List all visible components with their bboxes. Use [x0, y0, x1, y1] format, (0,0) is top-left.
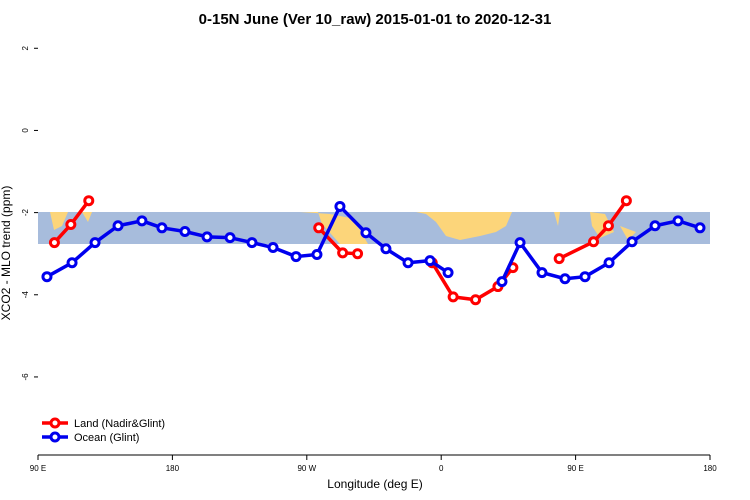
- x-tick-label: 180: [703, 464, 717, 473]
- data-point: [337, 247, 349, 259]
- x-tick-label: 180: [166, 464, 180, 473]
- data-point: [620, 195, 632, 207]
- legend: Land (Nadir&Glint) Ocean (Glint): [42, 417, 165, 444]
- data-point: [559, 273, 571, 285]
- legend-label: Ocean (Glint): [74, 432, 139, 444]
- land-shape: [50, 212, 636, 244]
- x-tick-label: 90 W: [297, 464, 316, 473]
- data-point: [201, 231, 213, 243]
- y-tick-label: -2: [21, 209, 30, 217]
- y-tick-label: -4: [21, 291, 30, 299]
- data-point: [553, 253, 565, 265]
- data-point: [179, 226, 191, 238]
- data-point: [267, 242, 279, 254]
- x-tick-label: 90 E: [30, 464, 46, 473]
- y-tick-label: 0: [21, 128, 30, 133]
- data-point: [602, 220, 614, 232]
- data-point: [380, 243, 392, 255]
- data-point: [352, 248, 364, 260]
- data-point: [334, 200, 346, 212]
- legend-marker: [49, 417, 61, 429]
- data-point: [89, 237, 101, 249]
- data-point: [672, 215, 684, 227]
- data-point: [536, 267, 548, 279]
- data-point: [65, 219, 77, 231]
- data-point: [603, 257, 615, 269]
- data-point: [290, 251, 302, 263]
- legend-marker: [49, 431, 61, 443]
- legend-label: Land (Nadir&Glint): [74, 418, 165, 430]
- data-point: [83, 195, 95, 207]
- x-tick-label: 0: [439, 464, 444, 473]
- data-point: [224, 232, 236, 244]
- data-point: [136, 215, 148, 227]
- chart-title: 0-15N June (Ver 10_raw) 2015-01-01 to 20…: [199, 11, 552, 28]
- data-point: [66, 257, 78, 269]
- data-point: [442, 267, 454, 279]
- y-tick-label: 2: [21, 45, 30, 50]
- data-point: [311, 249, 323, 261]
- y-axis-label: XCO2 - MLO trend (ppm): [0, 186, 13, 321]
- data-point: [514, 237, 526, 249]
- data-point: [246, 237, 258, 249]
- data-point: [470, 294, 482, 306]
- data-point: [112, 220, 124, 232]
- data-point: [496, 276, 508, 288]
- y-tick-label: -6: [21, 373, 30, 381]
- data-point: [694, 222, 706, 234]
- data-point: [402, 257, 414, 269]
- data-point: [48, 237, 60, 249]
- data-point: [649, 220, 661, 232]
- x-axis-label: Longitude (deg E): [327, 477, 422, 491]
- data-point: [447, 291, 459, 303]
- data-point: [313, 222, 325, 234]
- x-tick-label: 90 E: [567, 464, 583, 473]
- data-point: [156, 222, 168, 234]
- data-point: [579, 271, 591, 283]
- data-point: [360, 227, 372, 239]
- data-point: [588, 236, 600, 248]
- data-point: [626, 236, 638, 248]
- data-point: [424, 255, 436, 267]
- data-point: [41, 271, 53, 283]
